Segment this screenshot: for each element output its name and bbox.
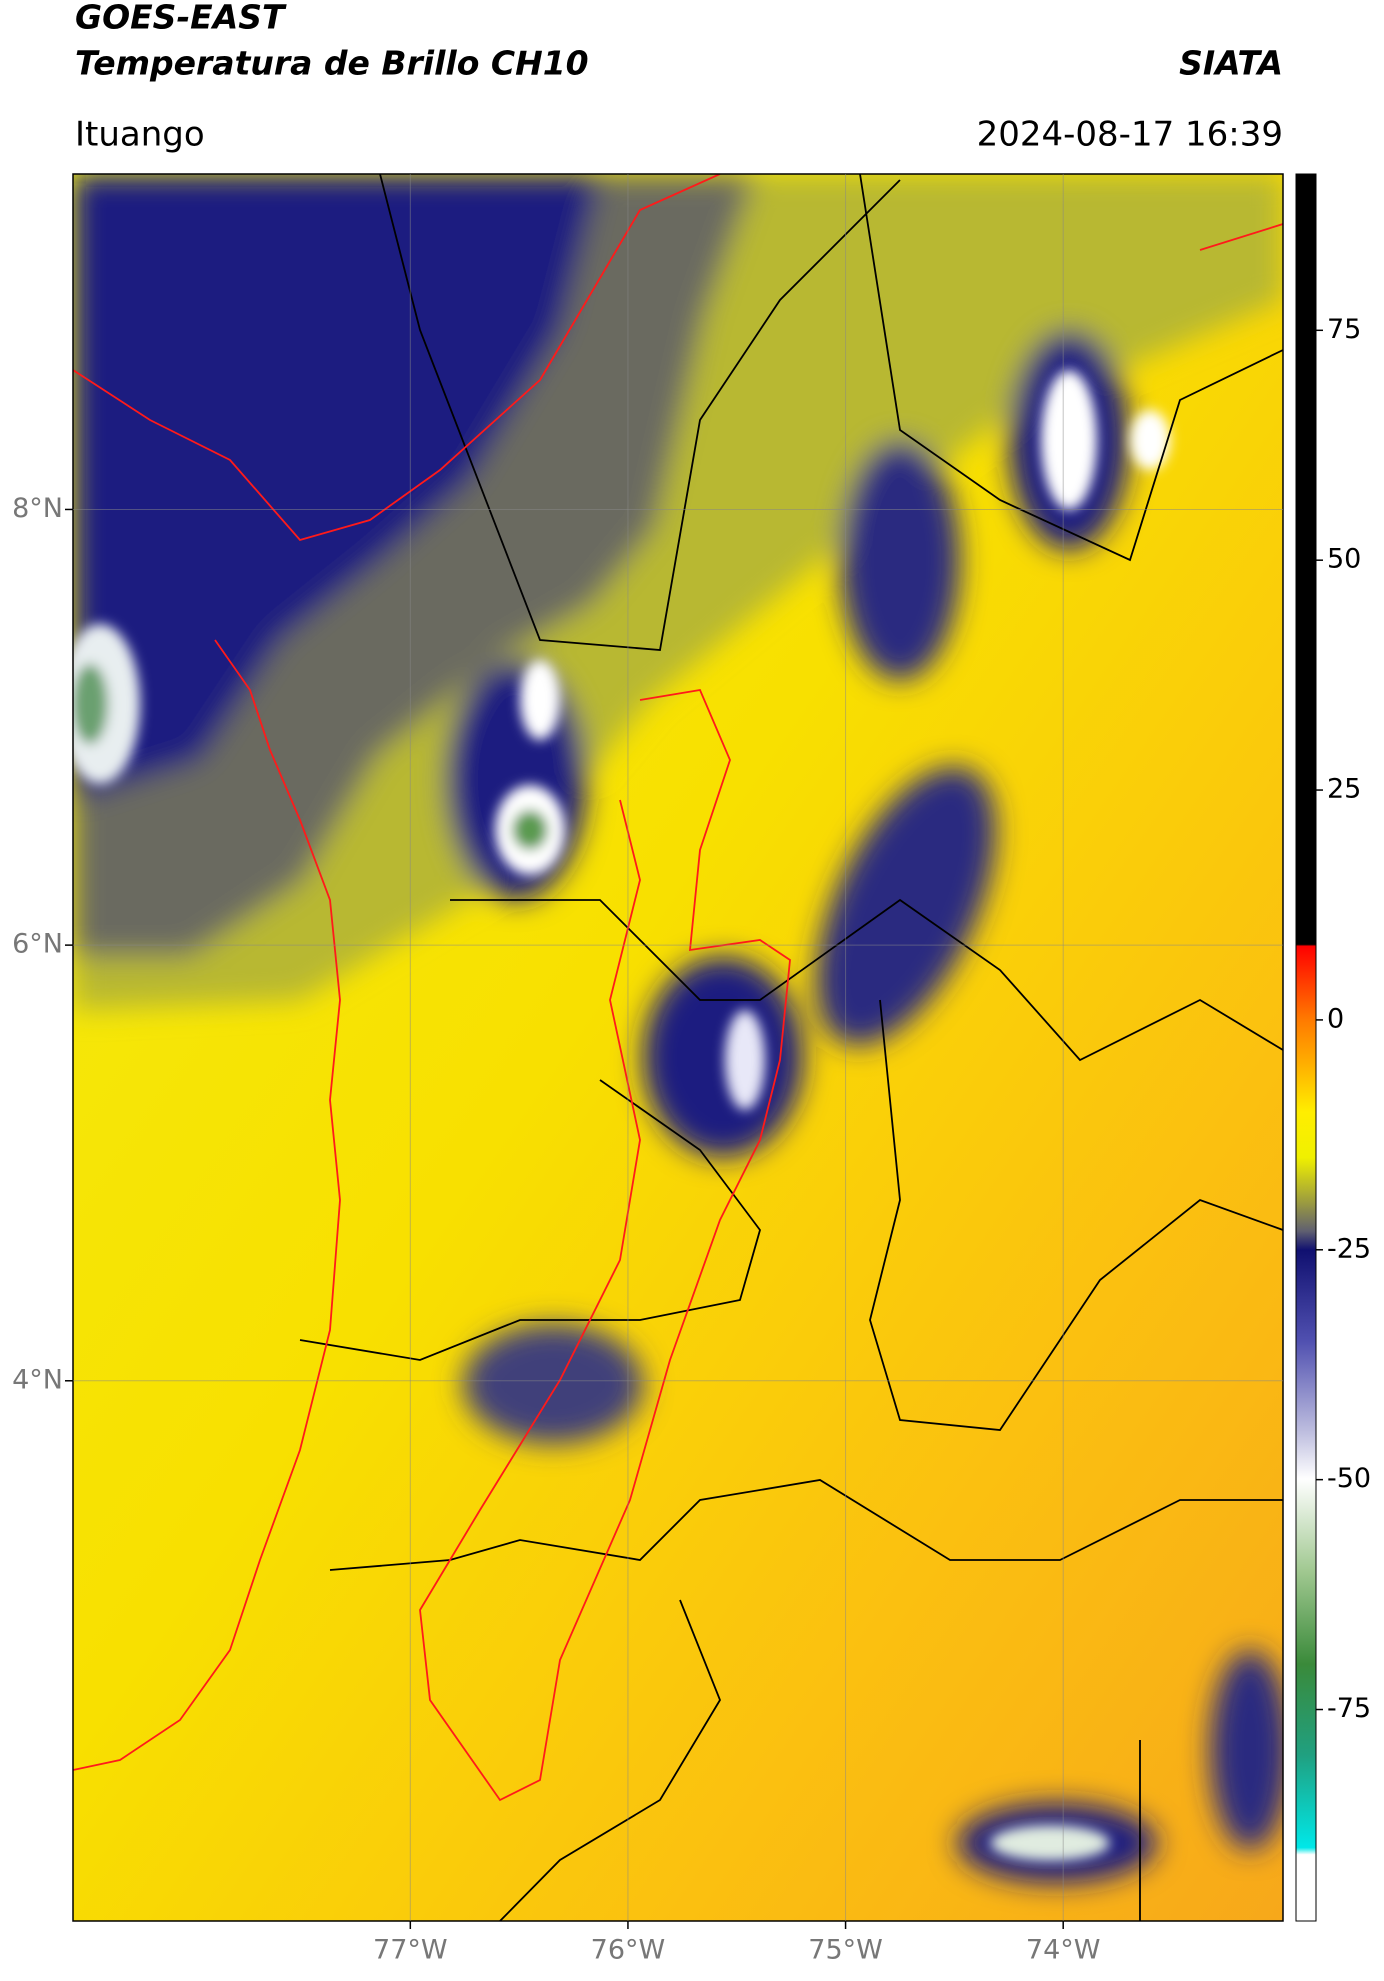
colorbar-tick-label: -75 xyxy=(1327,1693,1371,1724)
colorbar xyxy=(1295,173,1317,1922)
lat-label: 8°N xyxy=(12,493,63,524)
colorbar-tick-label: 0 xyxy=(1327,1003,1344,1034)
lon-label: 76°W xyxy=(591,1935,666,1966)
datetime: 2024-08-17 16:39 xyxy=(977,115,1283,155)
colorbar-tick-label: 50 xyxy=(1327,544,1361,575)
lon-label: 74°W xyxy=(1026,1935,1101,1966)
satellite-image xyxy=(73,174,1283,1921)
colorbar-tick-label: -25 xyxy=(1327,1233,1371,1264)
colorbar-tick-label: -50 xyxy=(1327,1463,1371,1494)
map-axes: 77°W 76°W 75°W 74°W 4°N 6°N 8°N xyxy=(12,174,1283,1966)
location: Ituango xyxy=(75,115,205,155)
product-title: Temperatura de Brillo CH10 xyxy=(75,44,589,83)
colorbar-axis: -75 -50 -25 0 25 50 75 xyxy=(1316,314,1371,1724)
satellite-title: GOES-EAST xyxy=(75,0,287,37)
lon-label: 77°W xyxy=(373,1935,448,1966)
colorbar-tick-label: 75 xyxy=(1327,314,1361,345)
lat-label: 4°N xyxy=(12,1364,63,1395)
lon-label: 75°W xyxy=(808,1935,883,1966)
map-frame xyxy=(72,173,1284,1922)
colorbar-tick-label: 25 xyxy=(1327,774,1361,805)
lat-label: 6°N xyxy=(12,929,63,960)
source: SIATA xyxy=(1179,44,1283,83)
